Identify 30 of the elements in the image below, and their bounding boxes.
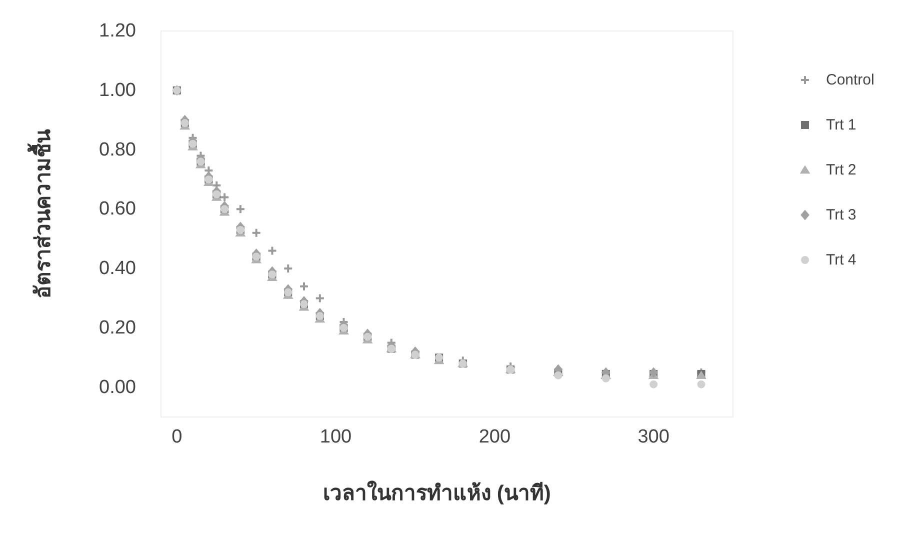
legend-label: Control (826, 72, 874, 88)
y-tick-label: 0.60 (99, 198, 136, 220)
x-tick-label: 200 (478, 426, 511, 448)
y-tick-label: 0.20 (99, 317, 136, 338)
point (554, 371, 562, 380)
y-tick-label: 1.20 (99, 20, 136, 42)
point (220, 193, 229, 202)
x-tick-label: 0 (172, 426, 182, 448)
y-tick-label: 0.00 (99, 376, 136, 398)
legend-label: Trt 2 (826, 162, 856, 178)
point (252, 228, 260, 237)
legend-label: Trt 1 (826, 116, 856, 134)
point (300, 282, 308, 290)
x-tick-label: 300 (638, 426, 670, 448)
point (236, 205, 244, 214)
point (697, 380, 706, 388)
x-axis-title: เวลาในการทำแห้ง (นาที) (323, 480, 551, 505)
point (649, 367, 658, 378)
point (316, 294, 324, 302)
y-tick-label: 1.00 (99, 80, 136, 101)
point (602, 374, 610, 382)
y-tick-label: 0.40 (99, 258, 136, 280)
point (284, 264, 292, 273)
legend-label: Trt 3 (826, 206, 856, 224)
point (268, 246, 276, 255)
y-axis-title: อัตราส่วนความชื้น (27, 128, 55, 298)
point (650, 380, 658, 388)
x-tick-label: 100 (320, 426, 352, 448)
y-tick-label: 0.80 (99, 139, 136, 160)
legend-label: Trt 4 (826, 252, 856, 268)
